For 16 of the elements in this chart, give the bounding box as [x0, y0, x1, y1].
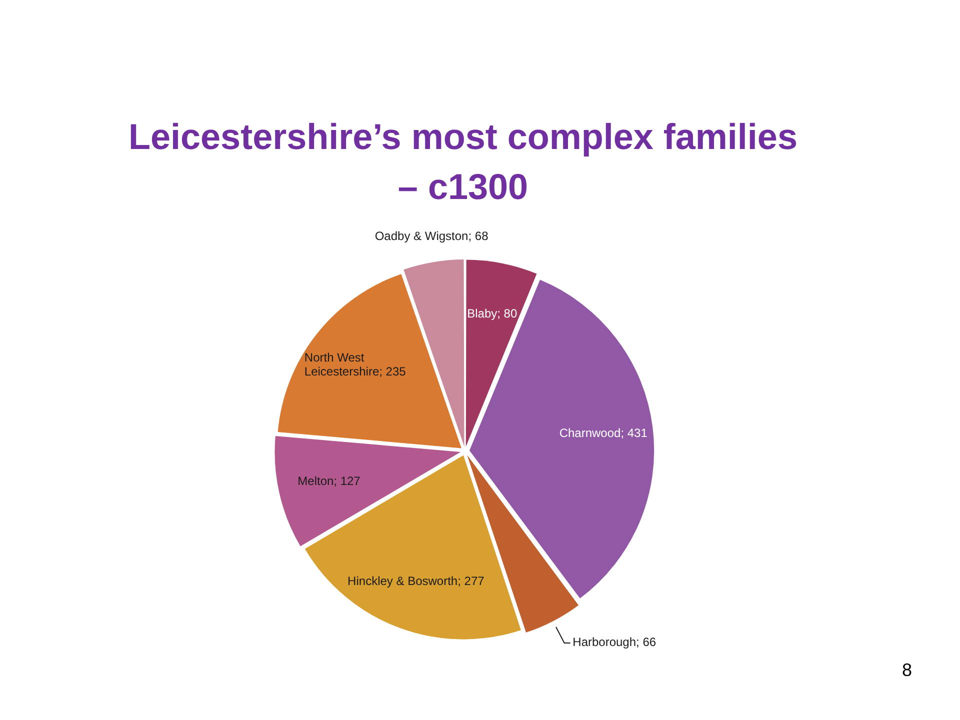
data-label: ; 66 [636, 634, 656, 649]
slice-label: Oadby & Wigston [374, 229, 468, 244]
data-label: ; 80 [497, 306, 518, 321]
data-label: ; 68 [468, 229, 489, 244]
slice-label: Harborough [572, 634, 636, 649]
chart-title: Leicestershire’s most complex families – c1300 [128, 115, 798, 209]
text: 8 [902, 660, 912, 681]
data-label: ; 235 [379, 364, 406, 378]
slice-label: Blaby [467, 306, 498, 321]
slice-label: North West Leicestershire [304, 350, 380, 378]
data-label: ; 127 [334, 474, 361, 488]
data-label: ; 277 [458, 574, 485, 588]
slice-label: Melton [298, 474, 334, 488]
data-label: ; 431 [620, 426, 648, 440]
slice-label: Charnwood [559, 426, 621, 440]
slice-label: Hinckley & Bosworth [348, 574, 458, 588]
